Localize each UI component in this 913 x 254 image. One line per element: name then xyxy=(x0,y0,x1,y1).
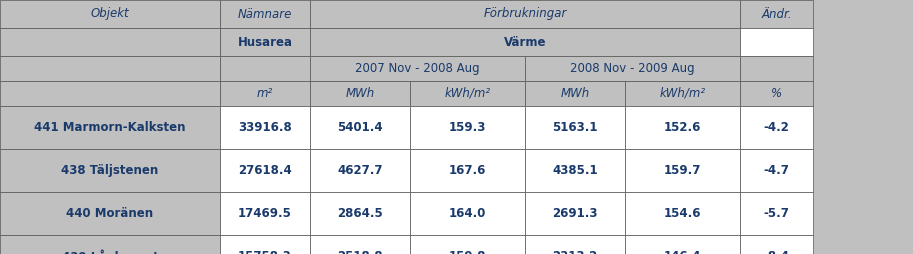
Bar xyxy=(310,235,410,254)
Bar xyxy=(0,28,220,56)
Bar xyxy=(220,235,310,254)
Text: Ändr.: Ändr. xyxy=(761,8,792,21)
Text: Husarea: Husarea xyxy=(237,36,292,49)
Text: -5.7: -5.7 xyxy=(763,207,790,220)
Bar xyxy=(740,56,813,81)
Bar xyxy=(310,192,410,235)
Bar xyxy=(220,0,310,28)
Text: %: % xyxy=(771,87,782,100)
Bar xyxy=(310,149,410,192)
Bar xyxy=(0,56,220,81)
Text: -8.4: -8.4 xyxy=(763,250,790,254)
Text: -4.7: -4.7 xyxy=(763,164,790,177)
Text: 15758.3: 15758.3 xyxy=(238,250,292,254)
Text: 440 Moränen: 440 Moränen xyxy=(67,207,153,220)
Bar xyxy=(310,81,410,106)
Text: 159.7: 159.7 xyxy=(664,164,701,177)
Bar xyxy=(0,149,220,192)
Text: m²: m² xyxy=(257,87,273,100)
Bar xyxy=(525,192,625,235)
Bar xyxy=(0,192,220,235)
Bar xyxy=(410,192,525,235)
Text: Värme: Värme xyxy=(504,36,546,49)
Bar xyxy=(0,0,220,28)
Bar xyxy=(220,28,310,56)
Bar xyxy=(740,81,813,106)
Text: 2518.8: 2518.8 xyxy=(337,250,383,254)
Text: kWh/m²: kWh/m² xyxy=(659,87,706,100)
Text: 5163.1: 5163.1 xyxy=(552,121,598,134)
Text: 154.6: 154.6 xyxy=(664,207,701,220)
Text: 2008 Nov - 2009 Aug: 2008 Nov - 2009 Aug xyxy=(571,62,695,75)
Text: 164.0: 164.0 xyxy=(449,207,487,220)
Bar xyxy=(525,56,740,81)
Bar xyxy=(625,192,740,235)
Bar xyxy=(310,56,525,81)
Bar xyxy=(410,235,525,254)
Bar xyxy=(220,192,310,235)
Bar xyxy=(740,106,813,149)
Bar xyxy=(525,81,625,106)
Text: 5401.4: 5401.4 xyxy=(337,121,383,134)
Text: 27618.4: 27618.4 xyxy=(238,164,292,177)
Text: 2864.5: 2864.5 xyxy=(337,207,383,220)
Bar xyxy=(220,106,310,149)
Bar xyxy=(0,106,220,149)
Bar xyxy=(310,0,740,28)
Bar xyxy=(410,81,525,106)
Bar xyxy=(625,81,740,106)
Bar xyxy=(310,106,410,149)
Bar xyxy=(525,106,625,149)
Text: kWh/m²: kWh/m² xyxy=(445,87,490,100)
Bar xyxy=(525,149,625,192)
Text: 146.4: 146.4 xyxy=(664,250,701,254)
Bar xyxy=(220,149,310,192)
Text: 17469.5: 17469.5 xyxy=(238,207,292,220)
Bar xyxy=(740,192,813,235)
Text: MWh: MWh xyxy=(561,87,590,100)
Text: 159.3: 159.3 xyxy=(449,121,487,134)
Text: 159.8: 159.8 xyxy=(449,250,487,254)
Text: 438 Täljstenen: 438 Täljstenen xyxy=(61,164,159,177)
Text: -4.2: -4.2 xyxy=(763,121,790,134)
Bar xyxy=(740,235,813,254)
Text: 2007 Nov - 2008 Aug: 2007 Nov - 2008 Aug xyxy=(355,62,480,75)
Text: Nämnare: Nämnare xyxy=(237,8,292,21)
Text: 4627.7: 4627.7 xyxy=(337,164,383,177)
Bar xyxy=(740,0,813,28)
Text: 439 Lågberget: 439 Lågberget xyxy=(61,249,159,254)
Bar xyxy=(0,235,220,254)
Bar xyxy=(525,235,625,254)
Bar xyxy=(220,56,310,81)
Bar xyxy=(740,149,813,192)
Bar xyxy=(625,149,740,192)
Text: Förbrukningar: Förbrukningar xyxy=(483,8,567,21)
Text: 167.6: 167.6 xyxy=(449,164,487,177)
Text: 152.6: 152.6 xyxy=(664,121,701,134)
Text: MWh: MWh xyxy=(345,87,374,100)
Bar xyxy=(0,81,220,106)
Text: Objekt: Objekt xyxy=(90,8,130,21)
Text: 33916.8: 33916.8 xyxy=(238,121,292,134)
Bar xyxy=(410,149,525,192)
Bar xyxy=(410,106,525,149)
Text: 4385.1: 4385.1 xyxy=(552,164,598,177)
Bar xyxy=(220,81,310,106)
Bar xyxy=(740,28,813,56)
Text: 2691.3: 2691.3 xyxy=(552,207,598,220)
Bar xyxy=(625,235,740,254)
Bar xyxy=(310,28,740,56)
Text: 441 Marmorn-Kalksten: 441 Marmorn-Kalksten xyxy=(35,121,185,134)
Text: 2313.2: 2313.2 xyxy=(552,250,598,254)
Bar xyxy=(625,106,740,149)
